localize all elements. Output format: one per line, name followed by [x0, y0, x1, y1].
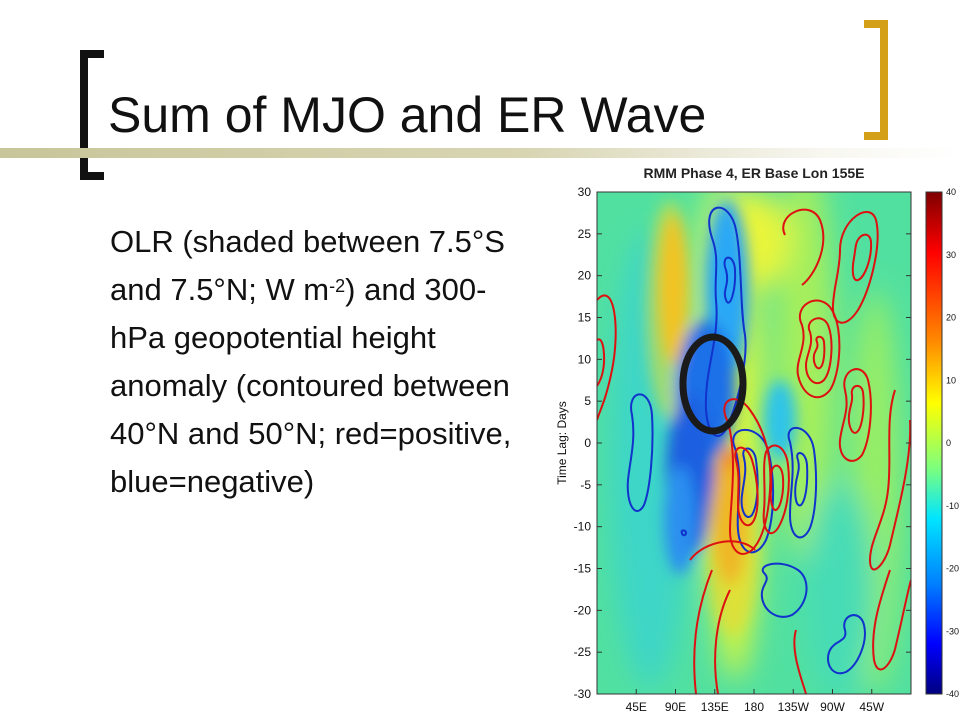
chart-title: RMM Phase 4, ER Base Lon 155E: [644, 165, 865, 181]
right-bracket-decoration: [864, 20, 888, 140]
positive-contour-ring-outer: [796, 299, 841, 399]
highlight-circle: [679, 333, 747, 435]
shading-yellow-band-b: [775, 192, 835, 560]
positive-contour-northeast-outer: [831, 210, 879, 324]
positive-contour-center-d: [769, 464, 785, 511]
negative-contour-southwest: [760, 562, 808, 618]
colorbar-ticks: 40 30 20 10 0 -10 -20 -30 -40: [946, 187, 959, 699]
negative-contour-center-inner: [740, 447, 759, 518]
y-tick-label: -10: [574, 520, 592, 534]
x-tick-label: 90E: [665, 700, 686, 714]
positive-contour-center-c: [762, 444, 790, 535]
x-tick-label: 45W: [859, 700, 884, 714]
left-bracket-decoration: [80, 50, 104, 180]
positive-contour-south-long-2: [714, 589, 731, 694]
positive-contour-east-long: [868, 389, 911, 571]
y-tick-label: 10: [578, 352, 592, 366]
positive-contour-top-right: [782, 208, 825, 286]
shading-cyan-band-right: [805, 480, 875, 694]
positive-contour-lower-arc: [689, 540, 756, 561]
positive-contour-center-a: [723, 398, 772, 555]
y-tick-label: -5: [580, 478, 591, 492]
colorbar-tick-label: -30: [946, 626, 959, 636]
positive-contour-west-edge: [597, 294, 617, 421]
x-tick-label: 180: [744, 700, 764, 714]
colorbar-tick-label: -40: [946, 689, 959, 699]
y-tick-label: 0: [584, 436, 591, 450]
positive-contour-east-mid: [838, 368, 872, 462]
colorbar-tick-label: 20: [946, 313, 956, 323]
negative-contour-south: [827, 614, 866, 675]
y-tick-label: -30: [574, 687, 592, 701]
positive-contour-ring-mid: [804, 317, 833, 385]
negative-contour-small-dot: [680, 529, 688, 537]
x-axis: 45E 90E 135E 180 135W 90W 45W: [626, 689, 885, 714]
positive-contour-center-b: [734, 446, 759, 527]
shading-blue-small: [764, 380, 796, 460]
negative-contour-east-inner: [794, 452, 809, 507]
colorbar-tick-label: 30: [946, 250, 956, 260]
colorbar-tick-label: 10: [946, 375, 956, 385]
body-text-superscript: -2: [329, 276, 346, 296]
shading-blue-lower-edge: [664, 465, 696, 575]
positive-contour-south-far: [872, 569, 911, 671]
negative-contour-top-inner: [723, 256, 737, 304]
x-tick-label: 135E: [701, 700, 729, 714]
body-text-part-2: ) and 300-hPa geopotential height anomal…: [110, 272, 512, 499]
y-tick-label: -15: [574, 562, 592, 576]
positive-contour-south-long: [693, 569, 713, 694]
body-text-part-1: OLR (shaded between 7.5°S and 7.5°N; W m: [110, 224, 505, 307]
colorbar-tick-label: -10: [946, 501, 959, 511]
y-axis: 30 25 20 15 10 5 0 -5 -10 -15 -20 -25 -30: [574, 185, 911, 701]
colorbar-tick-label: -20: [946, 564, 959, 574]
y-axis-label: Time Lag: Days: [555, 401, 569, 485]
y-tick-label: 5: [584, 394, 591, 408]
positive-contours: [597, 208, 911, 694]
y-tick-label: 15: [578, 311, 592, 325]
y-tick-label: -20: [574, 603, 592, 617]
hovmoller-figure: RMM Phase 4, ER Base Lon 155E: [540, 160, 960, 720]
colorbar-tick-label: 0: [946, 438, 951, 448]
positive-contour-northeast-inner: [851, 233, 873, 282]
y-tick-label: 30: [578, 185, 592, 199]
positive-contour-south-east: [793, 629, 807, 694]
colorbar: [925, 191, 943, 695]
colorbar-tick-label: 40: [946, 187, 956, 197]
negative-contour-east: [787, 426, 818, 539]
positive-contour-east-mid-inner: [847, 384, 865, 434]
positive-contour-west-inner: [597, 338, 606, 387]
slide-title: Sum of MJO and ER Wave: [108, 87, 707, 143]
olr-shading: [597, 192, 911, 694]
x-tick-label: 135W: [778, 700, 810, 714]
positive-contour-ring-inner: [812, 335, 826, 370]
y-tick-label: 25: [578, 227, 592, 241]
title-divider: [0, 148, 960, 158]
y-tick-label: 20: [578, 269, 592, 283]
hovmoller-chart: RMM Phase 4, ER Base Lon 155E: [555, 165, 959, 714]
y-tick-label: -25: [574, 645, 592, 659]
negative-contour-west: [626, 393, 654, 512]
shading-yellow-lower: [706, 465, 758, 635]
x-tick-label: 45E: [626, 700, 647, 714]
x-tick-label: 90W: [820, 700, 845, 714]
slide-body-text: OLR (shaded between 7.5°S and 7.5°N; W m…: [110, 218, 530, 506]
